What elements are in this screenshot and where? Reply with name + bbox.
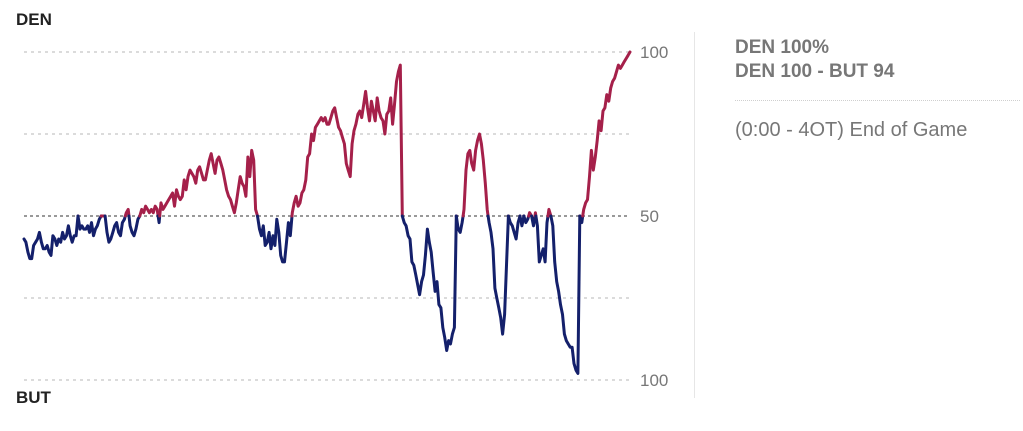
series-line-bottom xyxy=(127,214,142,238)
y-tick-label: 50 xyxy=(640,207,659,226)
series-line-bottom xyxy=(578,214,585,225)
series-line-bottom xyxy=(522,214,531,225)
y-tick-label: 100 xyxy=(640,43,668,62)
y-tick-label: 100 xyxy=(640,371,668,390)
info-panel: DEN 100% DEN 100 - BUT 94 (0:00 - 4OT) E… xyxy=(735,36,1020,142)
team-label-bottom: BUT xyxy=(16,388,51,407)
series-line-bottom xyxy=(518,214,526,228)
series-line-top xyxy=(546,207,553,218)
series-line-bottom xyxy=(454,214,465,234)
chart-area: 100 50 100 DEN BUT xyxy=(16,10,668,407)
panel-divider xyxy=(694,32,695,398)
series-line-bottom xyxy=(530,214,537,228)
win-probability-chart: 100 50 100 xyxy=(22,43,668,390)
series-line-bottom xyxy=(400,214,458,352)
series-line-bottom xyxy=(156,214,162,225)
score-text: DEN 100 - BUT 94 xyxy=(735,61,895,82)
game-status-text: (0:00 - 4OT) End of Game xyxy=(735,119,968,141)
series-line-bottom xyxy=(22,214,80,261)
series-line-bottom xyxy=(76,214,103,238)
win-probability-text: DEN 100% xyxy=(735,37,829,58)
series-line-bottom xyxy=(549,214,582,375)
series-line-top xyxy=(123,207,131,218)
series-line-bottom xyxy=(486,214,510,336)
series-line-top xyxy=(138,204,160,218)
series-line-bottom xyxy=(103,214,127,244)
series-line-top xyxy=(290,63,404,218)
info-separator xyxy=(735,100,1020,101)
series-line-top xyxy=(581,50,632,218)
team-label-top: DEN xyxy=(16,10,52,29)
series-line-top xyxy=(158,148,259,218)
series-line-bottom xyxy=(534,214,550,264)
series-line-top xyxy=(461,132,490,218)
series-line-bottom xyxy=(256,214,294,264)
series-line-bottom xyxy=(506,214,522,241)
